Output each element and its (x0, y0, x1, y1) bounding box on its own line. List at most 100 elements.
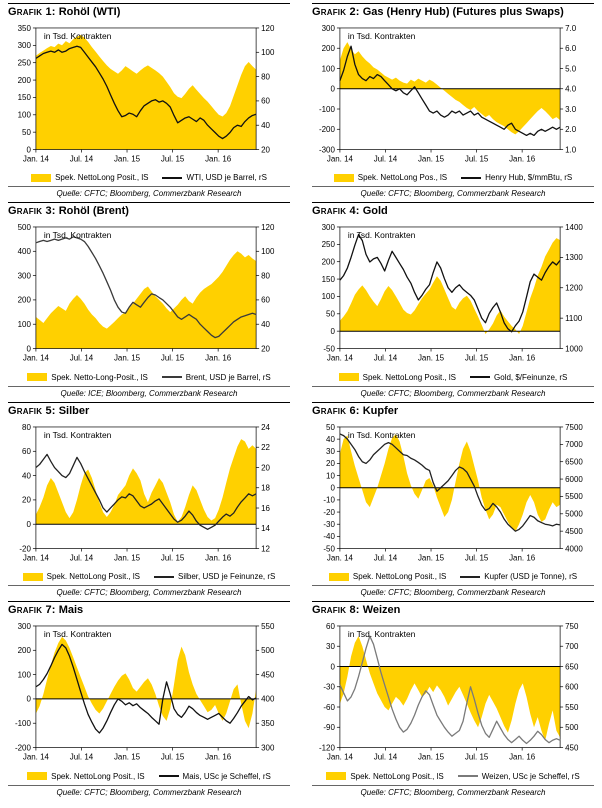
chart-title: Grafik 8: Weizen (312, 601, 594, 618)
legend-line-item: Henry Hub, $/mmBtu, rS (461, 173, 572, 182)
svg-text:Jan. 16: Jan. 16 (205, 354, 232, 363)
chart-source: Quelle: CFTC; Bloomberg, Commerzbank Res… (312, 784, 594, 798)
area-legend-swatch (22, 572, 43, 581)
svg-text:150: 150 (18, 93, 32, 102)
right-axis: 12 14 16 18 20 22 24 (256, 423, 271, 553)
svg-text:Jan. 14: Jan. 14 (327, 553, 354, 562)
svg-text:650: 650 (565, 663, 579, 672)
area-legend-swatch (333, 173, 354, 182)
chart-title: Grafik 2: Gas (Henry Hub) (Futures plus … (312, 3, 594, 20)
area-legend-label: Spek. NettoLong Posit., lS (55, 173, 149, 183)
legend-line-item: Weizen, USc je Scheffel, rS (457, 771, 580, 781)
svg-text:1100: 1100 (565, 314, 583, 323)
svg-text:100: 100 (322, 293, 336, 302)
area-series (339, 42, 561, 135)
svg-text:20: 20 (22, 496, 31, 505)
svg-text:-30: -30 (323, 520, 335, 529)
area-legend-swatch (326, 772, 347, 781)
svg-text:60: 60 (326, 622, 335, 631)
right-axis: 450 500 550 600 650 700 750 (560, 622, 579, 753)
svg-text:60: 60 (22, 447, 31, 456)
svg-text:Jan. 16: Jan. 16 (205, 753, 232, 762)
svg-text:80: 80 (22, 423, 31, 432)
area-legend-label: Spek. NettoLong Posit., lS (362, 372, 456, 382)
svg-text:700: 700 (565, 642, 579, 651)
svg-text:50: 50 (22, 128, 31, 137)
line-legend-label: Weizen, USc je Scheffel, rS (481, 771, 580, 781)
svg-text:Jul. 14: Jul. 14 (374, 753, 398, 762)
svg-text:1000: 1000 (565, 345, 583, 354)
svg-text:24: 24 (261, 423, 270, 432)
chart-label: Grafik 6: (312, 404, 360, 417)
svg-text:Jan. 14: Jan. 14 (23, 154, 50, 163)
svg-text:Jan. 16: Jan. 16 (509, 154, 536, 163)
svg-text:200: 200 (18, 76, 32, 85)
svg-text:Jul. 14: Jul. 14 (70, 154, 94, 163)
svg-text:7000: 7000 (565, 440, 583, 449)
svg-text:600: 600 (565, 683, 579, 692)
svg-text:Jul. 14: Jul. 14 (374, 154, 398, 163)
svg-text:50: 50 (326, 310, 335, 319)
plot-note: in Tsd. Kontrakten (348, 31, 416, 41)
legend-area-item: Spek. NettoLong Posit., lS (326, 771, 444, 781)
svg-text:200: 200 (18, 296, 32, 305)
chart-panel-2: Grafik 2: Gas (Henry Hub) (Futures plus … (312, 3, 594, 199)
svg-text:Jan. 14: Jan. 14 (327, 154, 354, 163)
left-axis: -300 -200 -100 0 100 200 300 (319, 24, 340, 154)
svg-text:6.0: 6.0 (565, 44, 577, 53)
right-axis: 4000 4500 5000 5500 6000 6500 7000 7500 (560, 423, 583, 553)
svg-text:0: 0 (26, 695, 31, 704)
svg-text:3.0: 3.0 (565, 105, 577, 114)
legend-area-item: Spek. NettoLong Posit., lS (328, 572, 446, 581)
chart-panel-1: Grafik 1: Rohöl (WTI) 0 50 100 150 200 250 300… (8, 3, 290, 199)
line-series (339, 433, 561, 532)
plot-note: in Tsd. Kontrakten (348, 629, 416, 639)
line-legend-label: Brent, USD je Barrel, rS (185, 372, 271, 382)
svg-text:50: 50 (326, 423, 335, 432)
x-axis: Jan. 14 Jul. 14 Jan. 15 Jul. 15 Jan. 16 (327, 348, 536, 363)
chart-source: Quelle: CFTC; Bloomberg, Commerzbank Res… (312, 585, 594, 598)
chart-plot: 0 100 200 300 400 500 20 40 60 80 100 120 Jan. 14 Jul… (18, 223, 275, 363)
svg-text:-90: -90 (323, 723, 335, 732)
chart-title: Grafik 4: Gold (312, 202, 594, 219)
svg-text:-120: -120 (319, 744, 336, 753)
chart-label: Grafik 5: (8, 404, 56, 417)
svg-text:Jul. 15: Jul. 15 (465, 553, 489, 562)
chart-legend: Spek. NettoLong Posit., lS WTI, USD je B… (8, 171, 290, 184)
chart-plot: -50 0 50 100 150 200 250 300 1000 1100 1200 1300 140… (322, 223, 584, 363)
right-axis: 1.0 2.0 3.0 4.0 5.0 6.0 7.0 (560, 24, 577, 154)
svg-text:100: 100 (18, 320, 32, 329)
svg-text:500: 500 (18, 223, 32, 232)
area-legend-label: Spek. NettoLong Posit., lS (51, 771, 145, 781)
area-legend-swatch (27, 772, 48, 781)
left-axis: 0 50 100 150 200 250 300 350 (18, 24, 36, 154)
svg-text:7.0: 7.0 (565, 24, 577, 33)
svg-text:500: 500 (261, 646, 275, 655)
svg-text:550: 550 (261, 622, 275, 631)
chart-panel-3: Grafik 3: Rohöl (Brent) 0 100 200 300 400 500… (8, 202, 290, 398)
svg-text:Jan. 16: Jan. 16 (509, 553, 536, 562)
area-legend-label: Spek. Netto-Long-Posit., lS (51, 372, 148, 382)
legend-line-item: Gold, $/Feinunze, rS (470, 373, 567, 382)
svg-text:0: 0 (330, 327, 335, 336)
svg-text:550: 550 (565, 703, 579, 712)
svg-text:250: 250 (18, 58, 32, 67)
svg-text:Jan. 16: Jan. 16 (509, 354, 536, 363)
chart-label: Grafik 8: (312, 604, 360, 617)
chart-legend: Spek. NettoLong Posit., lS Mais, USc je … (8, 770, 290, 783)
x-axis: Jan. 14 Jul. 14 Jan. 15 Jul. 15 Jan. 16 (327, 548, 536, 562)
area-legend-label: Spek. NettoLong Posit., lS (46, 572, 140, 582)
area-legend-swatch (27, 373, 48, 382)
svg-text:Jul. 15: Jul. 15 (465, 354, 489, 363)
plot-note: in Tsd. Kontrakten (348, 230, 416, 240)
plot-note: in Tsd. Kontrakten (44, 629, 112, 639)
area-legend-label: Spek. NettoLong Posit., lS (350, 771, 444, 781)
legend-line-item: WTI, USD je Barrel, rS (162, 173, 267, 182)
chart-title: Grafik 7: Mais (8, 601, 290, 618)
x-axis: Jan. 14 Jul. 14 Jan. 15 Jul. 15 Jan. 16 (23, 548, 232, 562)
chart-plot: 0 50 100 150 200 250 300 350 20 40 60 80 100 120 Jan. … (18, 24, 275, 164)
area-series (35, 439, 257, 525)
svg-text:-10: -10 (323, 496, 335, 505)
chart-title: Grafik 1: Rohöl (WTI) (8, 3, 290, 20)
area-legend-swatch (338, 373, 359, 382)
